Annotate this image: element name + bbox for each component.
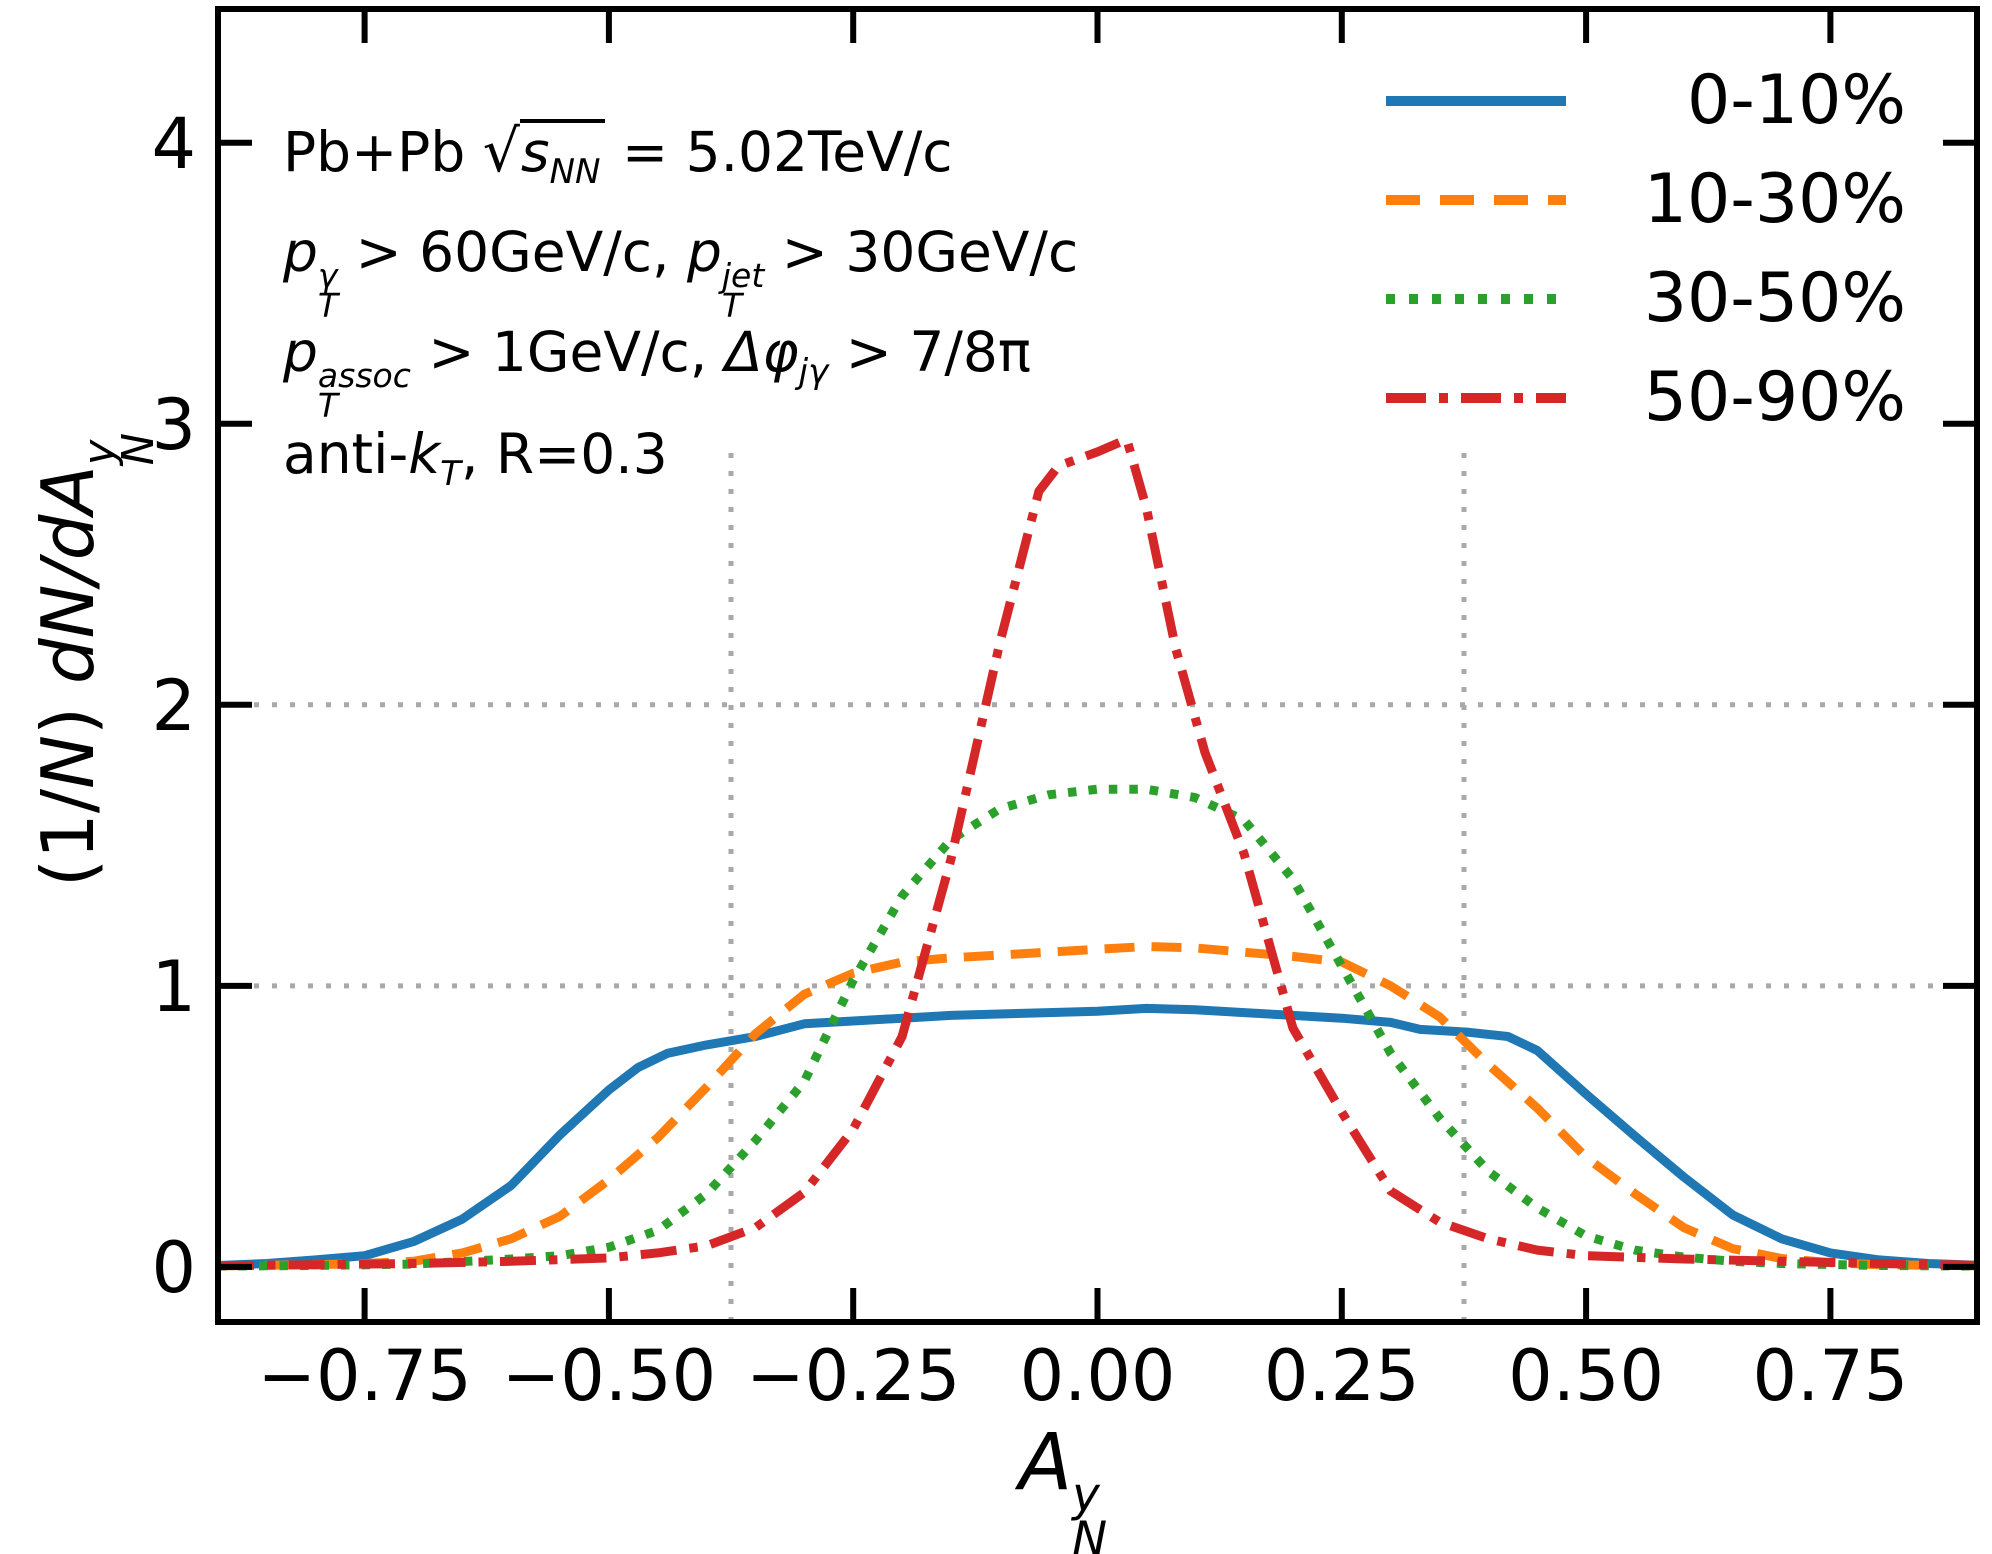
text-fragment: jγ	[798, 351, 829, 392]
legend-item-50-90%: 50-90%	[1384, 348, 1906, 447]
legend-label: 0-10%	[1687, 61, 1906, 140]
text-fragment: > 7/8π	[828, 320, 1031, 384]
sub-sup-stack: jet T	[721, 255, 765, 326]
legend-label: 50-90%	[1643, 358, 1906, 437]
legend-line-sample	[1386, 293, 1566, 304]
text-fragment: p	[283, 220, 318, 284]
text-fragment: T	[721, 286, 743, 326]
y-axis-title: (1/N) dN/dA y N	[26, 432, 165, 888]
legend-item-0-10%: 0-10%	[1384, 51, 1906, 150]
text-fragment: y	[1072, 1469, 1100, 1524]
text-fragment: s	[520, 120, 550, 184]
sqrt-icon: √	[482, 117, 520, 185]
x-tick-label: 0.00	[1020, 1335, 1176, 1417]
text-fragment: jet	[721, 255, 765, 295]
curve-0-10%	[217, 1003, 1978, 1270]
text-fragment: N	[114, 432, 165, 466]
text-fragment: N	[1072, 1512, 1108, 1554]
text-fragment: NN	[549, 151, 601, 192]
text-fragment: Pb+Pb	[283, 120, 483, 184]
text-fragment: dN/dA	[26, 465, 110, 707]
legend-line-sample	[1386, 95, 1566, 106]
text-fragment: k	[408, 422, 441, 486]
text-fragment: Δφ	[724, 320, 799, 384]
legend-item-30-50%: 30-50%	[1384, 249, 1906, 348]
text-fragment: p	[283, 320, 318, 384]
text-fragment: > 30GeV/c	[764, 220, 1079, 284]
text-fragment: anti-	[283, 422, 409, 486]
y-tick-label: 4	[151, 103, 196, 185]
text-fragment: γ	[317, 255, 338, 295]
text-fragment: T	[440, 453, 461, 494]
y-tick-label: 2	[151, 665, 196, 747]
text-fragment: > 60GeV/c,	[338, 220, 687, 284]
y-tick-label: 0	[151, 1227, 196, 1309]
sqrt-overline-group: sNN	[519, 119, 605, 192]
legend-line-sample	[1386, 392, 1566, 403]
text-fragment: (1/	[26, 788, 110, 888]
legend-line-sample	[1386, 194, 1566, 205]
text-fragment: T	[317, 386, 339, 426]
curve-50-90%	[217, 434, 1978, 1271]
text-fragment: T	[317, 286, 339, 326]
annotation-collision-system: Pb+Pb √sNN = 5.02TeV/c	[283, 117, 953, 192]
legend-label: 10-30%	[1643, 160, 1906, 239]
text-fragment: = 5.02TeV/c	[604, 120, 953, 184]
text-fragment: > 1GeV/c,	[410, 320, 725, 384]
y-tick-label: 3	[151, 384, 196, 466]
x-tick-label: −0.25	[746, 1335, 961, 1417]
legend: 0-10% 10-30% 30-50% 50-90%	[1384, 51, 1906, 447]
y-tick-label: 1	[151, 946, 196, 1028]
sub-sup-stack: assoc T	[317, 355, 411, 426]
text-fragment: N	[26, 735, 110, 789]
text-fragment: )	[26, 706, 110, 736]
x-tick-label: −0.50	[502, 1335, 717, 1417]
annotation-jet-algorithm: anti-kT, R=0.3	[283, 422, 668, 494]
text-fragment: p	[686, 220, 722, 284]
x-tick-label: 0.50	[1508, 1335, 1664, 1417]
text-fragment: assoc	[317, 355, 411, 395]
x-tick-label: −0.75	[257, 1335, 472, 1417]
legend-item-10-30%: 10-30%	[1384, 150, 1906, 249]
x-tick-label: 0.25	[1264, 1335, 1420, 1417]
legend-label: 30-50%	[1643, 259, 1906, 338]
annotation-assoc-dphi-cuts: p assoc T > 1GeV/c, Δφjγ > 7/8π	[283, 320, 1031, 426]
text-fragment: , R=0.3	[460, 422, 668, 486]
x-tick-label: 0.75	[1752, 1335, 1908, 1417]
text-fragment: A	[1018, 1418, 1073, 1508]
curve-10-30%	[217, 942, 1978, 1271]
